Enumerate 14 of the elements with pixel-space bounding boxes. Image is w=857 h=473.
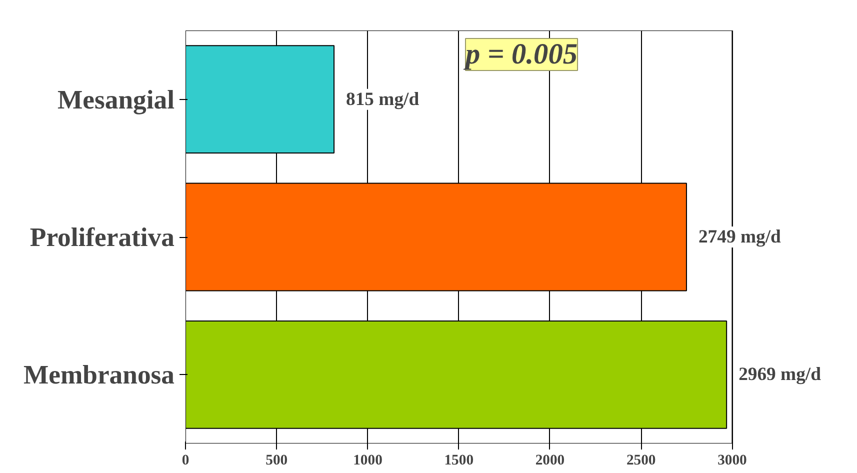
x-tick-label: 1500 [444,452,474,468]
y-tick-label: Membranosa [23,360,175,390]
annotation: p = 0.005 [462,38,578,70]
x-tick-label: 2500 [626,452,656,468]
x-tick-label: 500 [266,452,288,468]
data-label: 815 mg/d [346,88,420,110]
x-tick-label: 3000 [718,452,747,468]
x-tick-label: 0 [182,452,190,468]
data-label: 2969 mg/d [738,364,822,386]
x-tick-label: 2000 [535,452,565,468]
y-tick-label: Mesangial [58,84,175,114]
x-tick-label: 1000 [353,452,382,468]
data-label: 2749 mg/d [698,226,782,248]
y-tick-label: Proliferativa [30,222,175,252]
